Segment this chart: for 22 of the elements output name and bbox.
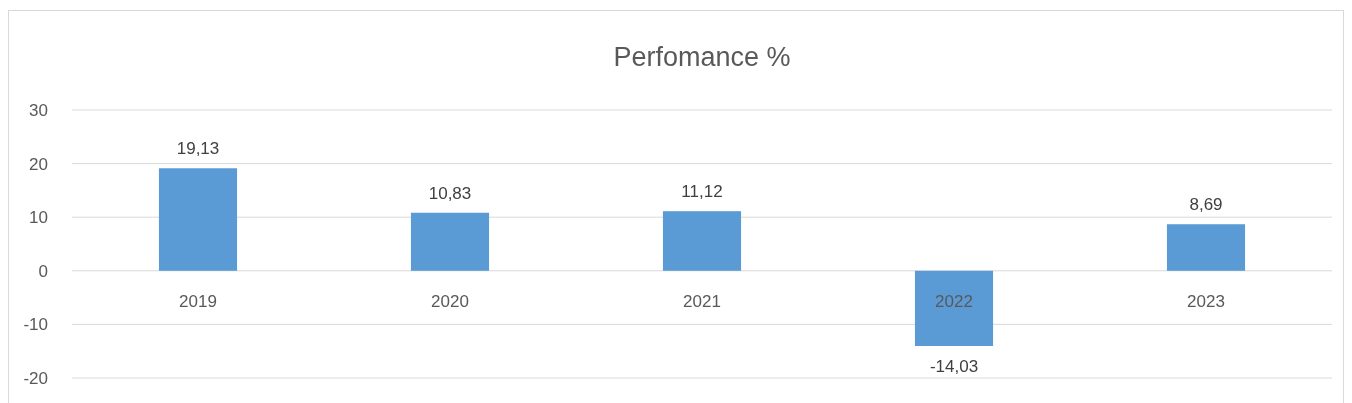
y-tick-label: 0 [38, 261, 48, 281]
data-label: 19,13 [176, 139, 220, 159]
chart-title: Perfomance % [613, 42, 791, 72]
data-label: -14,03 [929, 357, 979, 376]
data-label: 8,69 [1189, 195, 1223, 215]
bar [1166, 224, 1246, 271]
data-label: 10,83 [428, 183, 472, 203]
y-tick-label: -20 [23, 369, 48, 388]
bar [662, 211, 742, 271]
x-tick-label: 2020 [431, 291, 469, 311]
x-tick-label: 2021 [683, 291, 721, 311]
y-tick-label: -10 [23, 315, 48, 335]
x-tick-label: 2023 [1187, 291, 1225, 311]
x-tick-label: 2022 [935, 291, 973, 311]
data-label: 11,12 [681, 182, 723, 202]
x-tick-label: 2019 [179, 291, 217, 311]
bar [158, 168, 238, 271]
y-tick-label: 10 [29, 208, 48, 228]
y-tick-label: 20 [29, 154, 48, 174]
bar [410, 212, 490, 271]
y-tick-label: 30 [29, 101, 48, 120]
bar [914, 270, 994, 346]
